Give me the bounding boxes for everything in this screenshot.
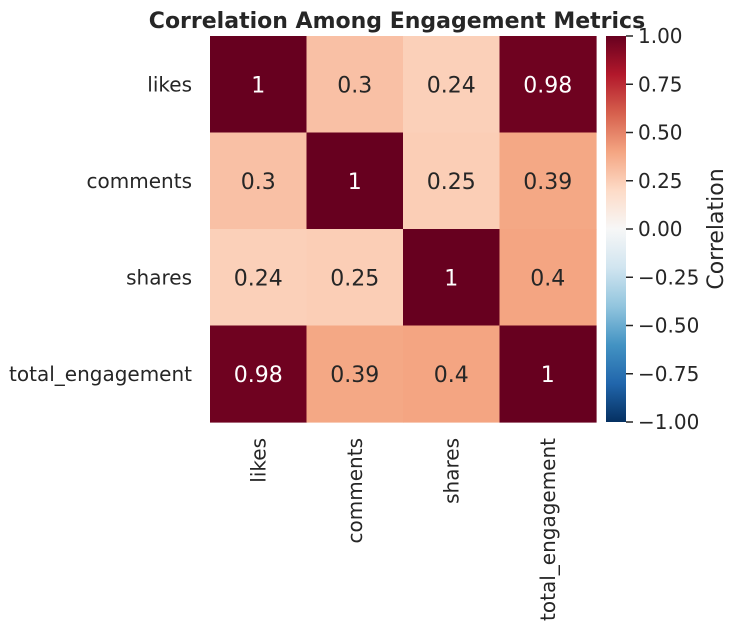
cell-annotation: 0.39 <box>523 170 572 195</box>
colorbar-tick-label: −0.75 <box>638 362 699 386</box>
heatmap-cell-shares-likes <box>210 229 308 327</box>
cell-annotation: 1 <box>251 73 265 98</box>
row-label: likes <box>147 72 192 96</box>
cell-annotation: 0.24 <box>427 73 476 98</box>
heatmap-cell-comments-total_engagement <box>499 132 597 230</box>
cell-annotation: 0.24 <box>234 266 283 291</box>
heatmap-cell-total_engagement-shares <box>403 325 501 423</box>
colorbar-tick-label: −0.25 <box>638 265 699 289</box>
colorbar-tick-label: 0.00 <box>638 217 683 241</box>
heatmap-cell-comments-shares <box>403 132 501 230</box>
colorbar-tick-label: −0.50 <box>638 314 699 338</box>
heatmap-cells: 1 0.3 0.24 0.98 0.3 1 0.25 0.39 0.24 0.25 1 0.4 0.98… <box>210 36 597 423</box>
cell-annotation: 0.25 <box>427 170 476 195</box>
colorbar: 1.00 0.75 0.50 0.25 0.00 −0.25 −0.50 −0.75 −1.00… <box>606 24 729 434</box>
cell-annotation: 1 <box>348 170 362 195</box>
colorbar-tick-label: 1.00 <box>638 24 683 48</box>
heatmap-cell-total_engagement-comments <box>306 325 404 423</box>
heatmap-cell-shares-total_engagement <box>499 229 597 327</box>
column-label: comments <box>343 438 367 543</box>
heatmap-cell-likes-shares <box>403 36 501 134</box>
cell-annotation: 1 <box>541 363 555 388</box>
colorbar-gradient <box>606 36 626 422</box>
cell-annotation: 0.98 <box>523 73 572 98</box>
column-label: shares <box>439 438 463 504</box>
column-label: likes <box>246 438 270 483</box>
colorbar-tick-label: −1.00 <box>638 410 699 434</box>
heatmap-cell-total_engagement-likes <box>210 325 308 423</box>
colorbar-tick-label: 0.25 <box>638 169 683 193</box>
row-label: comments <box>87 169 192 193</box>
cell-annotation: 0.4 <box>434 363 469 388</box>
row-label: shares <box>126 265 192 289</box>
cell-annotation: 0.3 <box>337 73 372 98</box>
colorbar-tick-label: 0.75 <box>638 72 683 96</box>
column-labels: likes comments shares total_engagement <box>246 438 560 621</box>
colorbar-label: Correlation <box>704 168 729 289</box>
heatmap-cell-comments-comments <box>306 132 404 230</box>
heatmap-cell-likes-comments <box>306 36 404 134</box>
cell-annotation: 0.4 <box>530 266 565 291</box>
heatmap-cell-shares-shares <box>403 229 501 327</box>
row-labels: likes comments shares total_engagement <box>9 72 192 386</box>
row-label: total_engagement <box>9 362 192 386</box>
chart-title: Correlation Among Engagement Metrics <box>149 9 645 34</box>
heatmap-cell-likes-likes <box>210 36 308 134</box>
heatmap-cell-shares-comments <box>306 229 404 327</box>
cell-annotation: 0.3 <box>241 170 276 195</box>
colorbar-tick-label: 0.50 <box>638 121 683 145</box>
cell-annotation: 0.25 <box>330 266 379 291</box>
heatmap-cell-likes-total_engagement <box>499 36 597 134</box>
cell-annotation: 0.39 <box>330 363 379 388</box>
heatmap-cell-total_engagement-total_engagement <box>499 325 597 423</box>
cell-annotation: 0.98 <box>234 363 283 388</box>
heatmap-cell-comments-likes <box>210 132 308 230</box>
cell-annotation: 1 <box>444 266 458 291</box>
column-label: total_engagement <box>536 438 560 621</box>
